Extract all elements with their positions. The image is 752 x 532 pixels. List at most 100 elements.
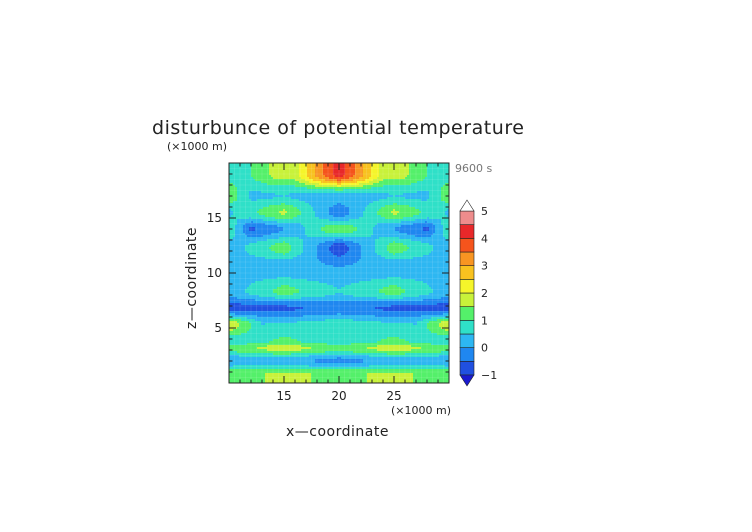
heatmap-cell bbox=[313, 165, 316, 168]
heatmap-cell bbox=[261, 181, 264, 184]
heatmap-cell bbox=[395, 211, 398, 214]
heatmap-cell bbox=[403, 189, 406, 192]
heatmap-cell bbox=[373, 185, 376, 188]
heatmap-cell bbox=[279, 163, 282, 166]
heatmap-cell bbox=[367, 191, 370, 194]
heatmap-cell bbox=[343, 235, 346, 238]
heatmap-cell bbox=[255, 179, 258, 182]
heatmap-cell bbox=[301, 165, 304, 168]
heatmap-cell bbox=[435, 207, 438, 210]
heatmap-cell bbox=[303, 249, 306, 252]
heatmap-cell bbox=[357, 237, 360, 240]
heatmap-cell bbox=[427, 213, 430, 216]
heatmap-cell bbox=[229, 191, 232, 194]
heatmap-cell bbox=[235, 251, 238, 254]
heatmap-cell bbox=[297, 175, 300, 178]
heatmap-cell bbox=[419, 169, 422, 172]
heatmap-cell bbox=[257, 251, 260, 254]
heatmap-cell bbox=[417, 167, 420, 170]
heatmap-cell bbox=[337, 239, 340, 242]
heatmap-cell bbox=[281, 215, 284, 218]
heatmap-cell bbox=[365, 203, 368, 206]
heatmap-cell bbox=[229, 207, 232, 210]
heatmap-cell bbox=[359, 177, 362, 180]
heatmap-cell bbox=[229, 229, 232, 232]
heatmap-cell bbox=[423, 215, 426, 218]
heatmap-cell bbox=[259, 177, 262, 180]
heatmap-cell bbox=[393, 229, 396, 232]
heatmap-cell bbox=[373, 229, 376, 232]
heatmap-cell bbox=[265, 163, 268, 166]
heatmap-cell bbox=[293, 203, 296, 206]
heatmap-cell bbox=[255, 185, 258, 188]
heatmap-cell bbox=[279, 219, 282, 222]
heatmap-cell bbox=[377, 203, 380, 206]
heatmap-cell bbox=[309, 163, 312, 166]
heatmap-cell bbox=[429, 171, 432, 174]
heatmap-cell bbox=[383, 175, 386, 178]
heatmap-cell bbox=[313, 197, 316, 200]
heatmap-cell bbox=[357, 245, 360, 248]
heatmap-cell bbox=[437, 243, 440, 246]
heatmap-cell bbox=[339, 185, 342, 188]
heatmap-cell bbox=[229, 199, 232, 202]
heatmap-cell bbox=[343, 195, 346, 198]
heatmap-cell bbox=[407, 245, 410, 248]
heatmap-cell bbox=[263, 207, 266, 210]
heatmap-cell bbox=[301, 175, 304, 178]
heatmap-cell bbox=[349, 235, 352, 238]
heatmap-cell bbox=[435, 185, 438, 188]
heatmap-cell bbox=[331, 241, 334, 244]
heatmap-cell bbox=[399, 197, 402, 200]
heatmap-cell bbox=[443, 167, 446, 170]
heatmap-cell bbox=[331, 233, 334, 236]
heatmap-cell bbox=[427, 189, 430, 192]
heatmap-cell bbox=[419, 205, 422, 208]
heatmap-cell bbox=[291, 201, 294, 204]
heatmap-cell bbox=[413, 183, 416, 186]
heatmap-cell bbox=[427, 251, 430, 254]
heatmap-cell bbox=[293, 209, 296, 212]
heatmap-cell bbox=[269, 247, 272, 250]
heatmap-cell bbox=[365, 221, 368, 224]
heatmap-cell bbox=[251, 187, 254, 190]
heatmap-cell bbox=[247, 225, 250, 228]
heatmap-cell bbox=[317, 193, 320, 196]
heatmap-cell bbox=[377, 205, 380, 208]
heatmap-cell bbox=[325, 209, 328, 212]
heatmap-cell bbox=[433, 207, 436, 210]
heatmap-cell bbox=[409, 185, 412, 188]
heatmap-cell bbox=[315, 225, 318, 228]
heatmap-cell bbox=[287, 243, 290, 246]
heatmap-cell bbox=[363, 181, 366, 184]
heatmap-cell bbox=[441, 167, 444, 170]
heatmap-cell bbox=[371, 239, 374, 242]
heatmap-cell bbox=[435, 173, 438, 176]
heatmap-cell bbox=[357, 231, 360, 234]
heatmap-cell bbox=[405, 199, 408, 202]
heatmap-cell bbox=[427, 231, 430, 234]
heatmap-cell bbox=[369, 205, 372, 208]
heatmap-cell bbox=[389, 169, 392, 172]
heatmap-cell bbox=[403, 167, 406, 170]
heatmap-cell bbox=[401, 189, 404, 192]
heatmap-cell bbox=[281, 205, 284, 208]
heatmap-cell bbox=[367, 189, 370, 192]
heatmap-cell bbox=[305, 183, 308, 186]
heatmap-cell bbox=[275, 207, 278, 210]
heatmap-cell bbox=[247, 213, 250, 216]
heatmap-cell bbox=[347, 163, 350, 166]
heatmap-cell bbox=[303, 219, 306, 222]
heatmap-cell bbox=[373, 197, 376, 200]
heatmap-cell bbox=[341, 251, 344, 254]
heatmap-cell bbox=[343, 231, 346, 234]
heatmap-cell bbox=[247, 195, 250, 198]
heatmap-cell bbox=[397, 237, 400, 240]
heatmap-cell bbox=[335, 183, 338, 186]
heatmap-cell bbox=[391, 191, 394, 194]
heatmap-cell bbox=[391, 175, 394, 178]
heatmap-cell bbox=[283, 179, 286, 182]
heatmap-cell bbox=[243, 171, 246, 174]
heatmap-cell bbox=[419, 225, 422, 228]
heatmap-cell bbox=[413, 195, 416, 198]
